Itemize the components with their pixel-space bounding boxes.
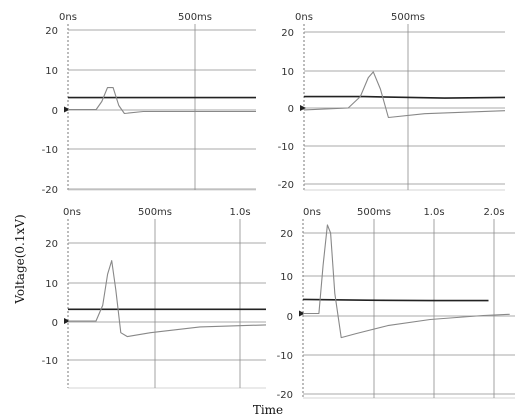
y-tick-label: -10: [278, 142, 294, 153]
y-tick-label: 0: [52, 318, 58, 329]
zero-marker: [64, 318, 70, 324]
y-tick-label: 20: [45, 239, 58, 250]
x-tick-label: 500ms: [138, 207, 172, 218]
y-axis-label: Voltage(0.1xV): [13, 214, 27, 304]
series-line-2: [68, 87, 256, 115]
y-tick-label: -20: [42, 185, 58, 196]
zero-marker: [299, 310, 305, 317]
y-tick-label: -10: [42, 356, 58, 367]
chart-panel-2: 20 10 0 -10 -20 0ns 500ms: [278, 12, 506, 191]
y-tick-label: -10: [42, 145, 58, 156]
series-line-2: [303, 224, 510, 339]
y-tick-label: 20: [45, 26, 58, 37]
series-line-1: [304, 95, 506, 99]
chart-panel-4: 20 10 0 -10 -20 0ns 500ms 1.0s 2.0s: [277, 207, 515, 401]
x-tick-label: 0ns: [59, 12, 77, 23]
zero-marker: [300, 105, 306, 111]
y-tick-label: 0: [288, 104, 294, 115]
zero-marker: [64, 106, 70, 113]
y-tick-label: 0: [287, 312, 293, 323]
x-tick-label: 2.0s: [483, 207, 504, 218]
y-tick-label: 10: [280, 272, 293, 283]
x-tick-label: 500ms: [391, 12, 425, 23]
chart-panel-1: 20 10 0 -10 -20 0ns 500ms: [42, 12, 256, 196]
y-tick-label: -20: [277, 390, 293, 401]
series-line-1: [302, 298, 489, 302]
y-tick-label: 10: [45, 279, 58, 290]
y-tick-label: 20: [281, 28, 294, 39]
x-tick-label: 0ns: [295, 12, 313, 23]
series-line-2: [68, 260, 267, 338]
x-tick-label: 0ns: [63, 207, 81, 218]
y-tick-label: 20: [280, 229, 293, 240]
x-tick-label: 500ms: [178, 12, 212, 23]
y-tick-label: 10: [45, 66, 58, 77]
x-tick-label: 0ns: [303, 207, 321, 218]
y-tick-label: -20: [278, 180, 294, 191]
x-tick-label: 1.0s: [229, 207, 250, 218]
y-tick-label: -10: [277, 351, 293, 362]
series-line-2: [303, 71, 506, 119]
y-tick-label: 0: [52, 106, 58, 117]
chart-panel-3: 20 10 0 -10 0ns 500ms 1.0s: [42, 207, 267, 389]
x-axis-label: Time: [253, 403, 283, 417]
x-tick-label: 500ms: [357, 207, 391, 218]
x-tick-label: 1.0s: [423, 207, 444, 218]
y-tick-label: 10: [281, 67, 294, 78]
